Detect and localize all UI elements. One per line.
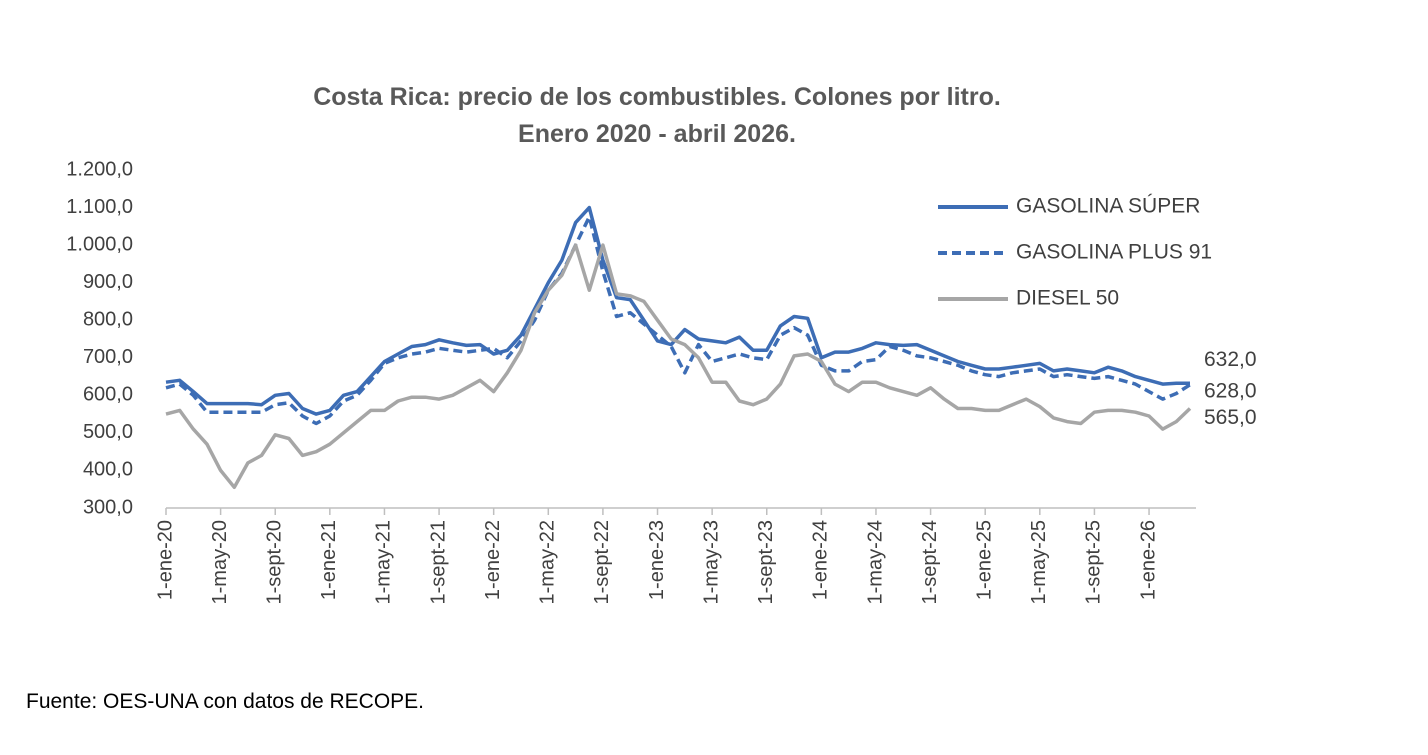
y-tick-label: 1.100,0: [66, 196, 133, 218]
value-label: 632,0: [1204, 348, 1257, 371]
legend-label: DIESEL 50: [1016, 287, 1119, 310]
y-tick-label: 1.200,0: [66, 158, 133, 180]
value-label: 628,0: [1204, 379, 1257, 402]
y-tick-label: 400,0: [83, 459, 133, 481]
y-tick-label: 600,0: [83, 384, 133, 406]
value-label: 565,0: [1204, 406, 1257, 429]
x-tick-label: 1-sept-22: [591, 520, 613, 605]
y-tick-label: 500,0: [83, 421, 133, 443]
series-line: [165, 215, 1191, 426]
chart-title: Costa Rica: precio de los combustibles. …: [313, 83, 1001, 111]
y-tick-label: 900,0: [83, 271, 133, 293]
x-tick-label: 1-may-24: [864, 520, 886, 604]
y-tick-label: 700,0: [83, 346, 133, 368]
x-tick-label: 1-sept-25: [1083, 520, 1105, 605]
series-line: [165, 205, 1190, 416]
x-tick-label: 1-ene-20: [154, 520, 176, 600]
x-tick-label: 1-may-21: [373, 520, 395, 604]
legend-label: GASOLINA PLUS 91: [1016, 241, 1212, 264]
x-tick-label: 1-sept-23: [755, 520, 777, 605]
x-tick-label: 1-may-23: [700, 520, 722, 604]
y-tick-label: 1.000,0: [66, 233, 133, 255]
x-tick-label: 1-ene-24: [810, 520, 832, 600]
x-tick-label: 1-sept-21: [427, 520, 449, 605]
source-note: Fuente: OES-UNA con datos de RECOPE.: [26, 690, 424, 713]
chart-subtitle: Enero 2020 - abril 2026.: [518, 120, 796, 148]
x-tick-label: 1-ene-23: [646, 520, 668, 600]
x-tick-label: 1-ene-25: [973, 520, 995, 600]
y-tick-label: 300,0: [83, 496, 133, 518]
x-tick-label: 1-may-20: [209, 520, 231, 604]
x-tick-label: 1-ene-21: [318, 520, 340, 600]
series-line: [165, 243, 1192, 490]
y-tick-label: 800,0: [83, 309, 133, 331]
x-tick-label: 1-sept-20: [264, 520, 286, 605]
x-tick-label: 1-may-22: [537, 520, 559, 604]
x-tick-label: 1-sept-24: [919, 520, 941, 605]
x-tick-label: 1-may-25: [1028, 520, 1050, 604]
x-tick-label: 1-ene-26: [1137, 520, 1159, 600]
x-tick-label: 1-ene-22: [482, 520, 504, 600]
legend-label: GASOLINA SÚPER: [1016, 195, 1200, 218]
